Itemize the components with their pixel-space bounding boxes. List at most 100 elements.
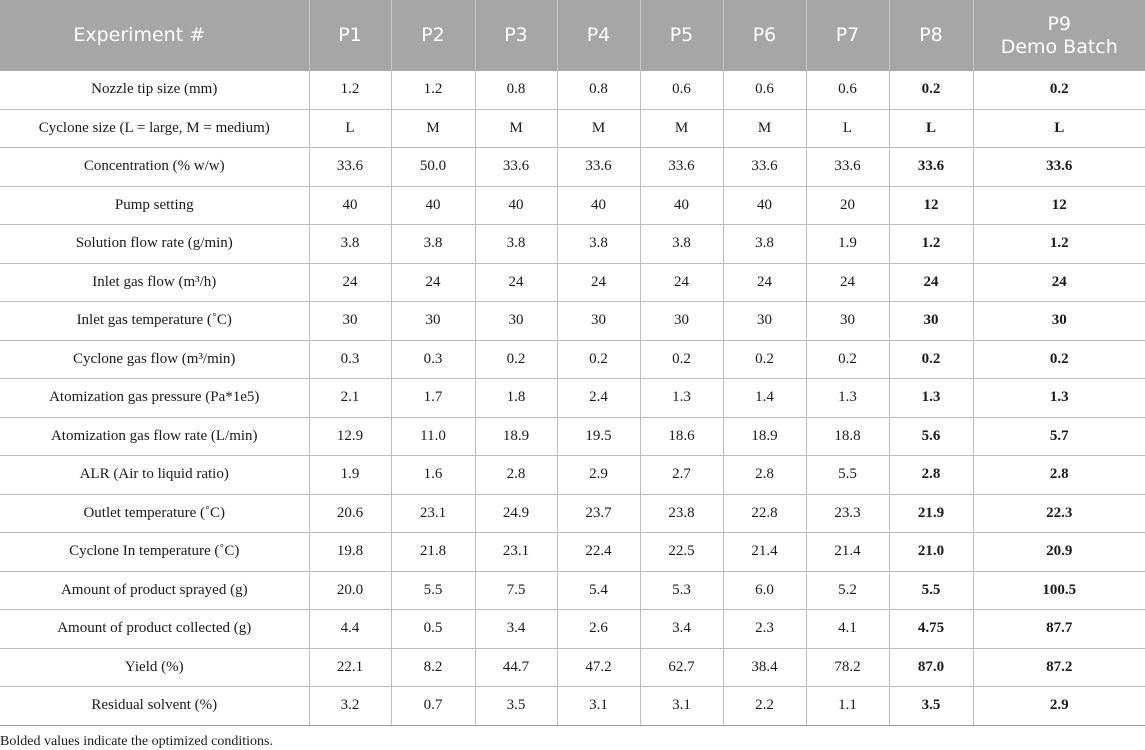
header-p5: P5 — [640, 0, 724, 71]
table-cell: 5.7 — [973, 417, 1145, 456]
table-cell: 1.3 — [973, 378, 1145, 418]
table-cell: 2.1 — [309, 378, 392, 418]
table-cell: 18.9 — [723, 417, 807, 456]
table-cell: 87.0 — [889, 648, 974, 687]
header-column-label: P9 — [1047, 12, 1072, 35]
table-cell: 4.1 — [806, 609, 890, 649]
table-cell: 21.0 — [889, 532, 974, 572]
table-cell: 0.2 — [889, 71, 974, 110]
row-label: Inlet gas temperature (˚C) — [0, 301, 310, 341]
table-cell: 0.3 — [309, 340, 392, 379]
table-cell: 8.2 — [391, 648, 476, 687]
header-column-label: P5 — [669, 24, 694, 46]
table-cell: 5.4 — [557, 571, 641, 610]
table-cell: L — [309, 109, 392, 148]
table-cell: 24.9 — [475, 494, 558, 533]
table-row: Atomization gas pressure (Pa*1e5) 2.1 1.7 1… — [0, 378, 1145, 418]
table-cell: 0.2 — [475, 340, 558, 379]
row-label: Nozzle tip size (mm) — [0, 71, 310, 110]
table-row: Nozzle tip size (mm) 1.2 1.2 0.8 0.8 0.6 0.6 0.… — [0, 71, 1145, 110]
table-row: ALR (Air to liquid ratio) 1.9 1.6 2.8 2.9 2.7… — [0, 455, 1145, 495]
table-cell: 0.7 — [391, 686, 476, 726]
table-cell: 23.1 — [475, 532, 558, 572]
table-cell: 24 — [391, 263, 476, 302]
table-cell: 30 — [806, 301, 890, 341]
table-cell: 5.6 — [889, 417, 974, 456]
table-cell: 62.7 — [640, 648, 724, 687]
table-cell: 30 — [889, 301, 974, 341]
table-row: Cyclone In temperature (˚C) 19.8 21.8 23.1 2… — [0, 532, 1145, 572]
table-cell: 22.4 — [557, 532, 641, 572]
header-p8: P8 — [889, 0, 974, 71]
row-label: Pump setting — [0, 186, 310, 225]
table-cell: 5.5 — [806, 455, 890, 495]
table-cell: M — [391, 109, 476, 148]
table-cell: 21.9 — [889, 494, 974, 533]
table-cell: 3.8 — [475, 224, 558, 264]
header-p3: P3 — [475, 0, 558, 71]
table-cell: 1.1 — [806, 686, 890, 726]
table-row: Cyclone gas flow (m³/min) 0.3 0.3 0.2 0.2 0.2… — [0, 340, 1145, 379]
table-cell: 18.8 — [806, 417, 890, 456]
table-cell: L — [889, 109, 974, 148]
table-cell: 33.6 — [475, 147, 558, 187]
table-cell: 40 — [723, 186, 807, 225]
row-label: Amount of product collected (g) — [0, 609, 310, 649]
table-cell: 23.1 — [391, 494, 476, 533]
table-cell: 30 — [391, 301, 476, 341]
header-p4: P4 — [557, 0, 641, 71]
table-cell: 2.4 — [557, 378, 641, 418]
table-cell: M — [640, 109, 724, 148]
row-label: Cyclone size (L = large, M = medium) — [0, 109, 310, 148]
table-cell: 5.5 — [889, 571, 974, 610]
table-cell: 3.2 — [309, 686, 392, 726]
table-cell: 87.7 — [973, 609, 1145, 649]
table-cell: 1.7 — [391, 378, 476, 418]
table-cell: 24 — [889, 263, 974, 302]
table-cell: 1.3 — [889, 378, 974, 418]
table-row: Inlet gas temperature (˚C) 30 30 30 30 30 30 30… — [0, 301, 1145, 341]
table-cell: 44.7 — [475, 648, 558, 687]
row-label: Cyclone In temperature (˚C) — [0, 532, 310, 572]
table-cell: 3.8 — [309, 224, 392, 264]
table-cell: 19.8 — [309, 532, 392, 572]
table-cell: 1.9 — [309, 455, 392, 495]
table-cell: 40 — [640, 186, 724, 225]
table-cell: 2.8 — [889, 455, 974, 495]
table-row: Residual solvent (%) 3.2 0.7 3.5 3.1 3.1 2.2 1.… — [0, 686, 1145, 726]
table-cell: 0.6 — [640, 71, 724, 110]
table-row: Outlet temperature (˚C) 20.6 23.1 24.9 23.7 2… — [0, 494, 1145, 533]
table-footnote: Bolded values indicate the optimized con… — [0, 734, 273, 749]
table-cell: 24 — [309, 263, 392, 302]
table-cell: 20.6 — [309, 494, 392, 533]
table-cell: 33.6 — [309, 147, 392, 187]
table-cell: 30 — [973, 301, 1145, 341]
table-cell: M — [723, 109, 807, 148]
table-cell: 0.2 — [640, 340, 724, 379]
header-column-label: P8 — [919, 24, 943, 46]
table-cell: 30 — [557, 301, 641, 341]
table-cell: 0.2 — [889, 340, 974, 379]
table-cell: L — [973, 109, 1145, 148]
table-cell: 7.5 — [475, 571, 558, 610]
table-cell: 40 — [391, 186, 476, 225]
table-cell: 3.5 — [475, 686, 558, 726]
table-cell: 18.9 — [475, 417, 558, 456]
table-cell: 0.8 — [475, 71, 558, 110]
table-cell: 30 — [475, 301, 558, 341]
table-cell: 19.5 — [557, 417, 641, 456]
table-cell: 12 — [973, 186, 1145, 225]
table-cell: 5.2 — [806, 571, 890, 610]
table-cell: 3.8 — [640, 224, 724, 264]
table-cell: 22.5 — [640, 532, 724, 572]
table-row: Pump setting 40 40 40 40 40 40 20 12 12 — [0, 186, 1145, 225]
row-label: Concentration (% w/w) — [0, 147, 310, 187]
table-cell: 21.4 — [806, 532, 890, 572]
table-cell: 38.4 — [723, 648, 807, 687]
table-cell: 33.6 — [806, 147, 890, 187]
table-cell: 50.0 — [391, 147, 476, 187]
header-experiment-label: Experiment # — [0, 0, 310, 71]
table-cell: 24 — [475, 263, 558, 302]
header-column-label: P4 — [586, 24, 611, 46]
table-cell: 24 — [557, 263, 641, 302]
